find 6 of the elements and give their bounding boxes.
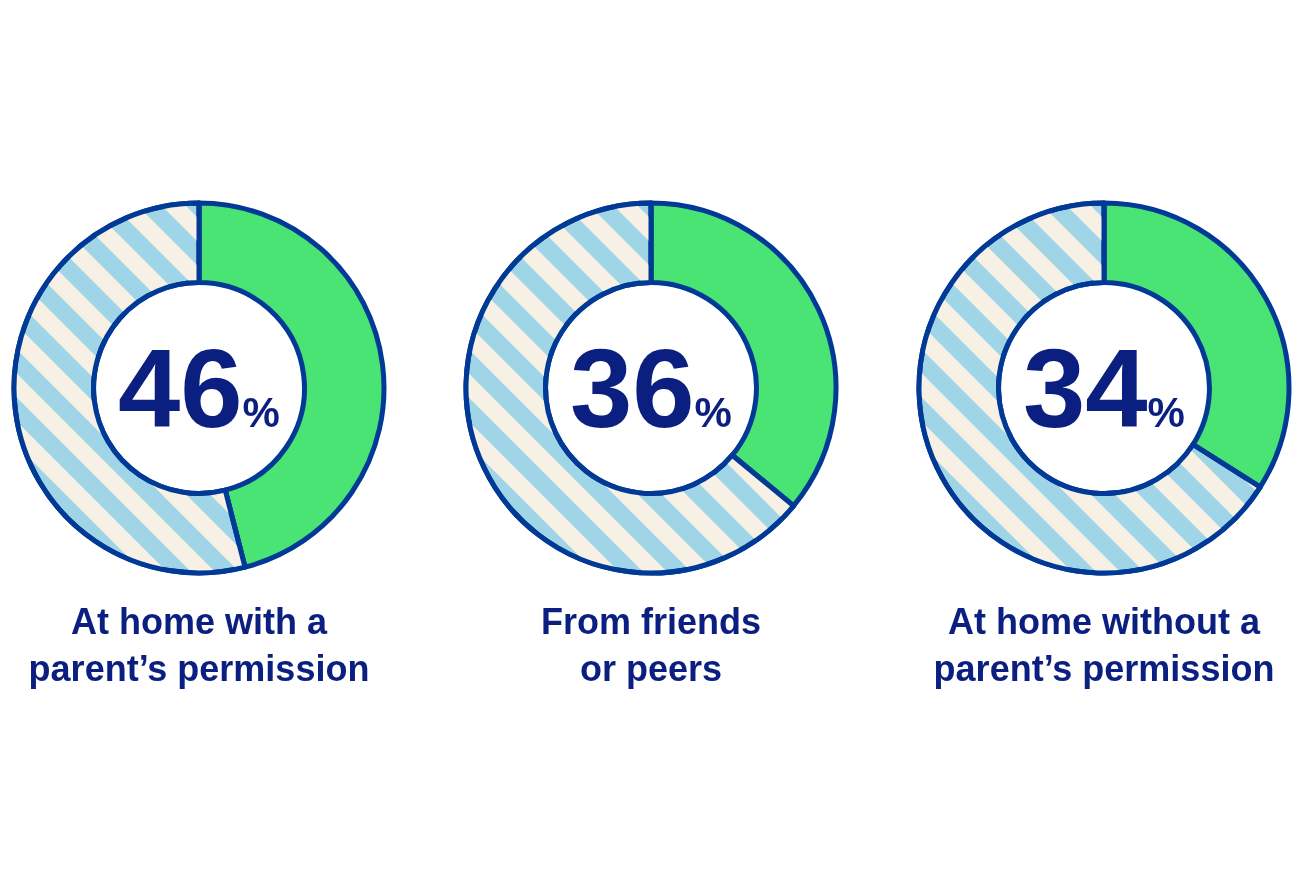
text: 36% — [570, 326, 732, 451]
text: 34% — [1023, 326, 1185, 451]
text: At home without a parent’s permission — [933, 601, 1275, 689]
text: At home with a parent’s permission — [28, 601, 370, 689]
text: 46% — [118, 326, 280, 451]
text: From friends or peers — [540, 601, 762, 689]
